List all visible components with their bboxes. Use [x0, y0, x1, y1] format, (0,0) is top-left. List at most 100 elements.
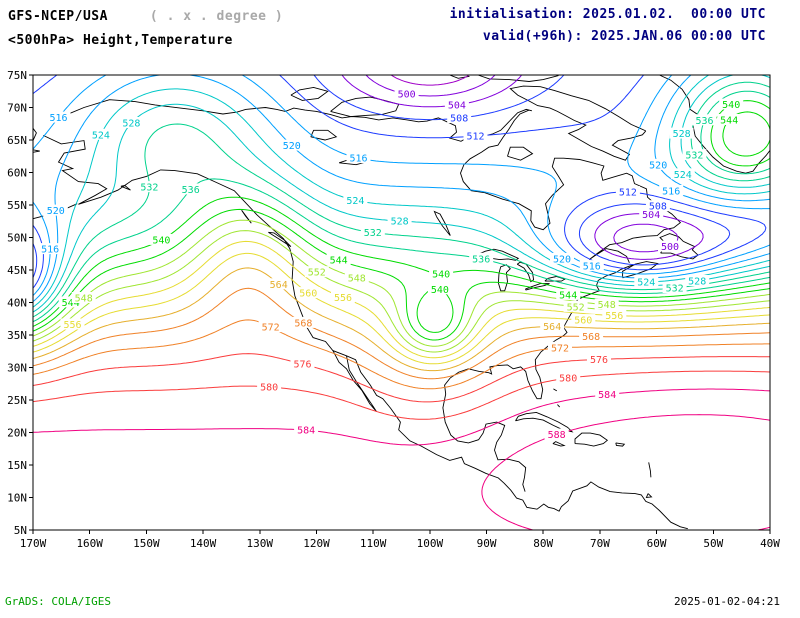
coastline	[525, 283, 550, 291]
contour-label: 500	[661, 242, 679, 253]
contour-level-496	[390, 74, 470, 86]
contour-level-520	[32, 74, 771, 302]
y-axis-label: 40N	[7, 297, 27, 310]
contour-label-mask	[257, 380, 282, 392]
contour-label: 516	[662, 186, 680, 197]
contour-label: 572	[551, 343, 569, 354]
contour-label: 556	[334, 293, 352, 304]
contour-label-mask	[563, 300, 588, 312]
coastlines	[32, 74, 771, 530]
contour-label-mask	[634, 275, 659, 287]
contour-label: 540	[722, 100, 740, 111]
coastline	[507, 146, 534, 161]
contour-label-mask	[294, 424, 319, 436]
coastline	[460, 109, 682, 263]
contour-label: 528	[391, 217, 409, 228]
coastline	[622, 261, 659, 279]
contour-label-mask	[595, 388, 620, 400]
contour-level-504	[341, 74, 704, 260]
contour-label: 528	[122, 119, 140, 130]
contour-label: 520	[649, 160, 667, 171]
contour-label-mask	[594, 298, 619, 310]
contour-level-564	[32, 267, 771, 372]
grid-resolution-note: ( . x . degree )	[149, 9, 284, 24]
coastline	[32, 149, 40, 153]
contour-label: 524	[346, 196, 364, 207]
contour-label: 504	[448, 100, 466, 111]
contour-label-mask	[394, 87, 419, 99]
contour-level-524	[32, 74, 771, 308]
contour-label-mask	[296, 287, 321, 299]
contour-label: 572	[262, 323, 280, 334]
contour-label: 516	[349, 154, 367, 165]
contour-label: 536	[182, 185, 200, 196]
contour-label: 548	[598, 300, 616, 311]
contour-label: 568	[294, 318, 312, 329]
contour-label-mask	[639, 208, 664, 220]
contour-label: 544	[559, 290, 577, 301]
x-axis-label: 90W	[477, 537, 497, 550]
contour-level-536	[32, 90, 771, 323]
coastline	[497, 264, 511, 292]
y-axis-label: 15N	[7, 459, 27, 472]
contour-label-mask	[669, 127, 694, 139]
contour-level-580	[32, 370, 771, 420]
contour-label: 516	[583, 262, 601, 273]
contour-label-mask	[326, 254, 351, 265]
contour-label: 524	[637, 277, 655, 288]
y-axis-label: 50N	[7, 232, 27, 245]
coastline	[557, 404, 561, 408]
contour-level-576	[32, 353, 771, 403]
contour-label-mask	[258, 321, 283, 333]
contour-level-512	[32, 74, 767, 289]
y-axis-label: 60N	[7, 167, 27, 180]
coastline	[552, 441, 566, 447]
coastline	[516, 261, 535, 283]
contour-label: 532	[666, 284, 684, 295]
y-axis-label: 55N	[7, 199, 27, 212]
contour-label: 556	[63, 320, 81, 331]
coastline	[330, 96, 400, 118]
contour-label-mask	[646, 158, 671, 170]
coastline	[310, 129, 338, 141]
coastline	[645, 493, 653, 499]
contour-label-mask	[119, 117, 144, 128]
contour-label-mask	[266, 278, 291, 290]
x-axis-label: 40W	[760, 537, 780, 550]
contour-label-mask	[540, 320, 565, 332]
contour-label-mask	[137, 181, 162, 193]
contour-label-mask	[719, 98, 744, 110]
y-axis-label: 75N	[7, 69, 27, 82]
coastline	[442, 263, 637, 492]
contour-label: 548	[348, 273, 366, 284]
y-axis-label: 20N	[7, 427, 27, 440]
coastline	[120, 185, 131, 191]
contour-label: 580	[559, 374, 577, 385]
contour-label: 584	[598, 390, 616, 401]
contour-label: 516	[49, 113, 67, 124]
coastline	[615, 442, 626, 447]
coastline	[515, 411, 574, 433]
coastline	[509, 85, 647, 161]
coastline	[648, 462, 652, 478]
contour-label-mask	[60, 318, 85, 330]
contour-label-mask	[304, 266, 329, 278]
model-title: GFS-NCEP/USA	[8, 9, 108, 24]
axes: 170W 160W 150W 140W 130W 120W 110W 100W 90W 80W 70…	[7, 69, 780, 550]
coastline	[241, 209, 252, 224]
coastline	[32, 128, 37, 141]
contour-label: 540	[431, 285, 449, 296]
contour-label: 540	[432, 269, 450, 280]
contour-label: 536	[472, 254, 490, 265]
contour-label-mask	[344, 271, 369, 283]
contour-label-mask	[58, 296, 83, 308]
contour-label: 576	[293, 360, 311, 371]
contour-lines	[32, 74, 771, 531]
contour-label: 532	[140, 183, 158, 194]
contour-label: 504	[642, 210, 660, 221]
contour-label-mask	[571, 314, 596, 326]
x-axis-label: 140W	[190, 537, 217, 550]
contour-label-mask	[447, 112, 472, 124]
x-axis-label: 110W	[360, 537, 387, 550]
